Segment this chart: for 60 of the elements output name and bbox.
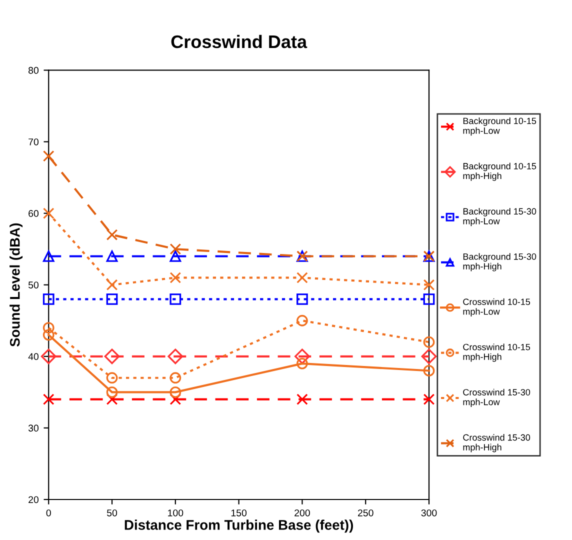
x-tick-label: 50: [107, 509, 118, 516]
y-tick-label: 40: [28, 353, 39, 360]
x-tick-label: 300: [421, 509, 437, 516]
x-axis-title: Distance From Turbine Base (feet)): [124, 520, 353, 533]
point: [421, 348, 437, 364]
point: [170, 250, 182, 262]
point: [42, 208, 54, 219]
legend-label: Crosswind 10-15 mph-High: [463, 344, 530, 362]
point: [42, 150, 54, 162]
x-tick-label: 0: [46, 509, 51, 516]
point: [296, 358, 308, 370]
x-tick-label: 250: [358, 509, 374, 516]
point: [106, 372, 118, 384]
legend-label: Crosswind 15-30 mph-High: [463, 434, 530, 452]
y-tick-label: 70: [28, 138, 39, 146]
y-tick-label: 80: [28, 66, 39, 74]
point: [170, 394, 182, 406]
point: [170, 293, 182, 305]
y-axis-title: Sound Level (dBA): [10, 223, 23, 347]
point: [423, 394, 435, 406]
point: [170, 272, 182, 284]
x-tick-label: 100: [168, 509, 184, 516]
point: [170, 372, 182, 384]
point: [423, 293, 435, 305]
point: [106, 229, 118, 240]
chart-title: Crosswind Data: [171, 34, 308, 48]
point: [423, 336, 435, 348]
point: [42, 394, 54, 406]
point: [42, 293, 54, 305]
point: [296, 293, 308, 305]
legend-label: Crosswind 15-30 mph-Low: [463, 388, 530, 407]
y-tick-label: 50: [28, 282, 39, 288]
legend-label: Background 10-15 mph-Low: [463, 118, 536, 136]
point: [106, 386, 118, 398]
point: [294, 348, 310, 364]
point: [296, 394, 308, 406]
point: [42, 329, 54, 341]
y-tick-label: 20: [28, 496, 39, 504]
point: [42, 250, 54, 262]
point: [106, 293, 118, 305]
point: [423, 365, 435, 376]
legend-label: Background 10-15 mph-High: [463, 162, 536, 181]
point: [106, 279, 118, 291]
legend-label: Background 15-30 mph-Low: [463, 208, 536, 226]
point: [296, 272, 308, 284]
point: [168, 348, 184, 364]
point: [296, 314, 308, 326]
point: [104, 348, 120, 364]
point: [106, 250, 118, 262]
y-tick-label: 30: [28, 424, 39, 432]
point: [42, 322, 54, 334]
point: [423, 279, 435, 291]
point: [40, 348, 56, 364]
point: [170, 243, 182, 255]
y-tick-label: 60: [28, 210, 39, 217]
legend-label: Background 15-30 mph-High: [463, 253, 536, 272]
x-tick-label: 150: [231, 509, 247, 516]
x-tick-label: 200: [294, 509, 310, 516]
point: [170, 386, 182, 398]
legend-label: Crosswind 10-15 mph-Low: [463, 298, 530, 317]
